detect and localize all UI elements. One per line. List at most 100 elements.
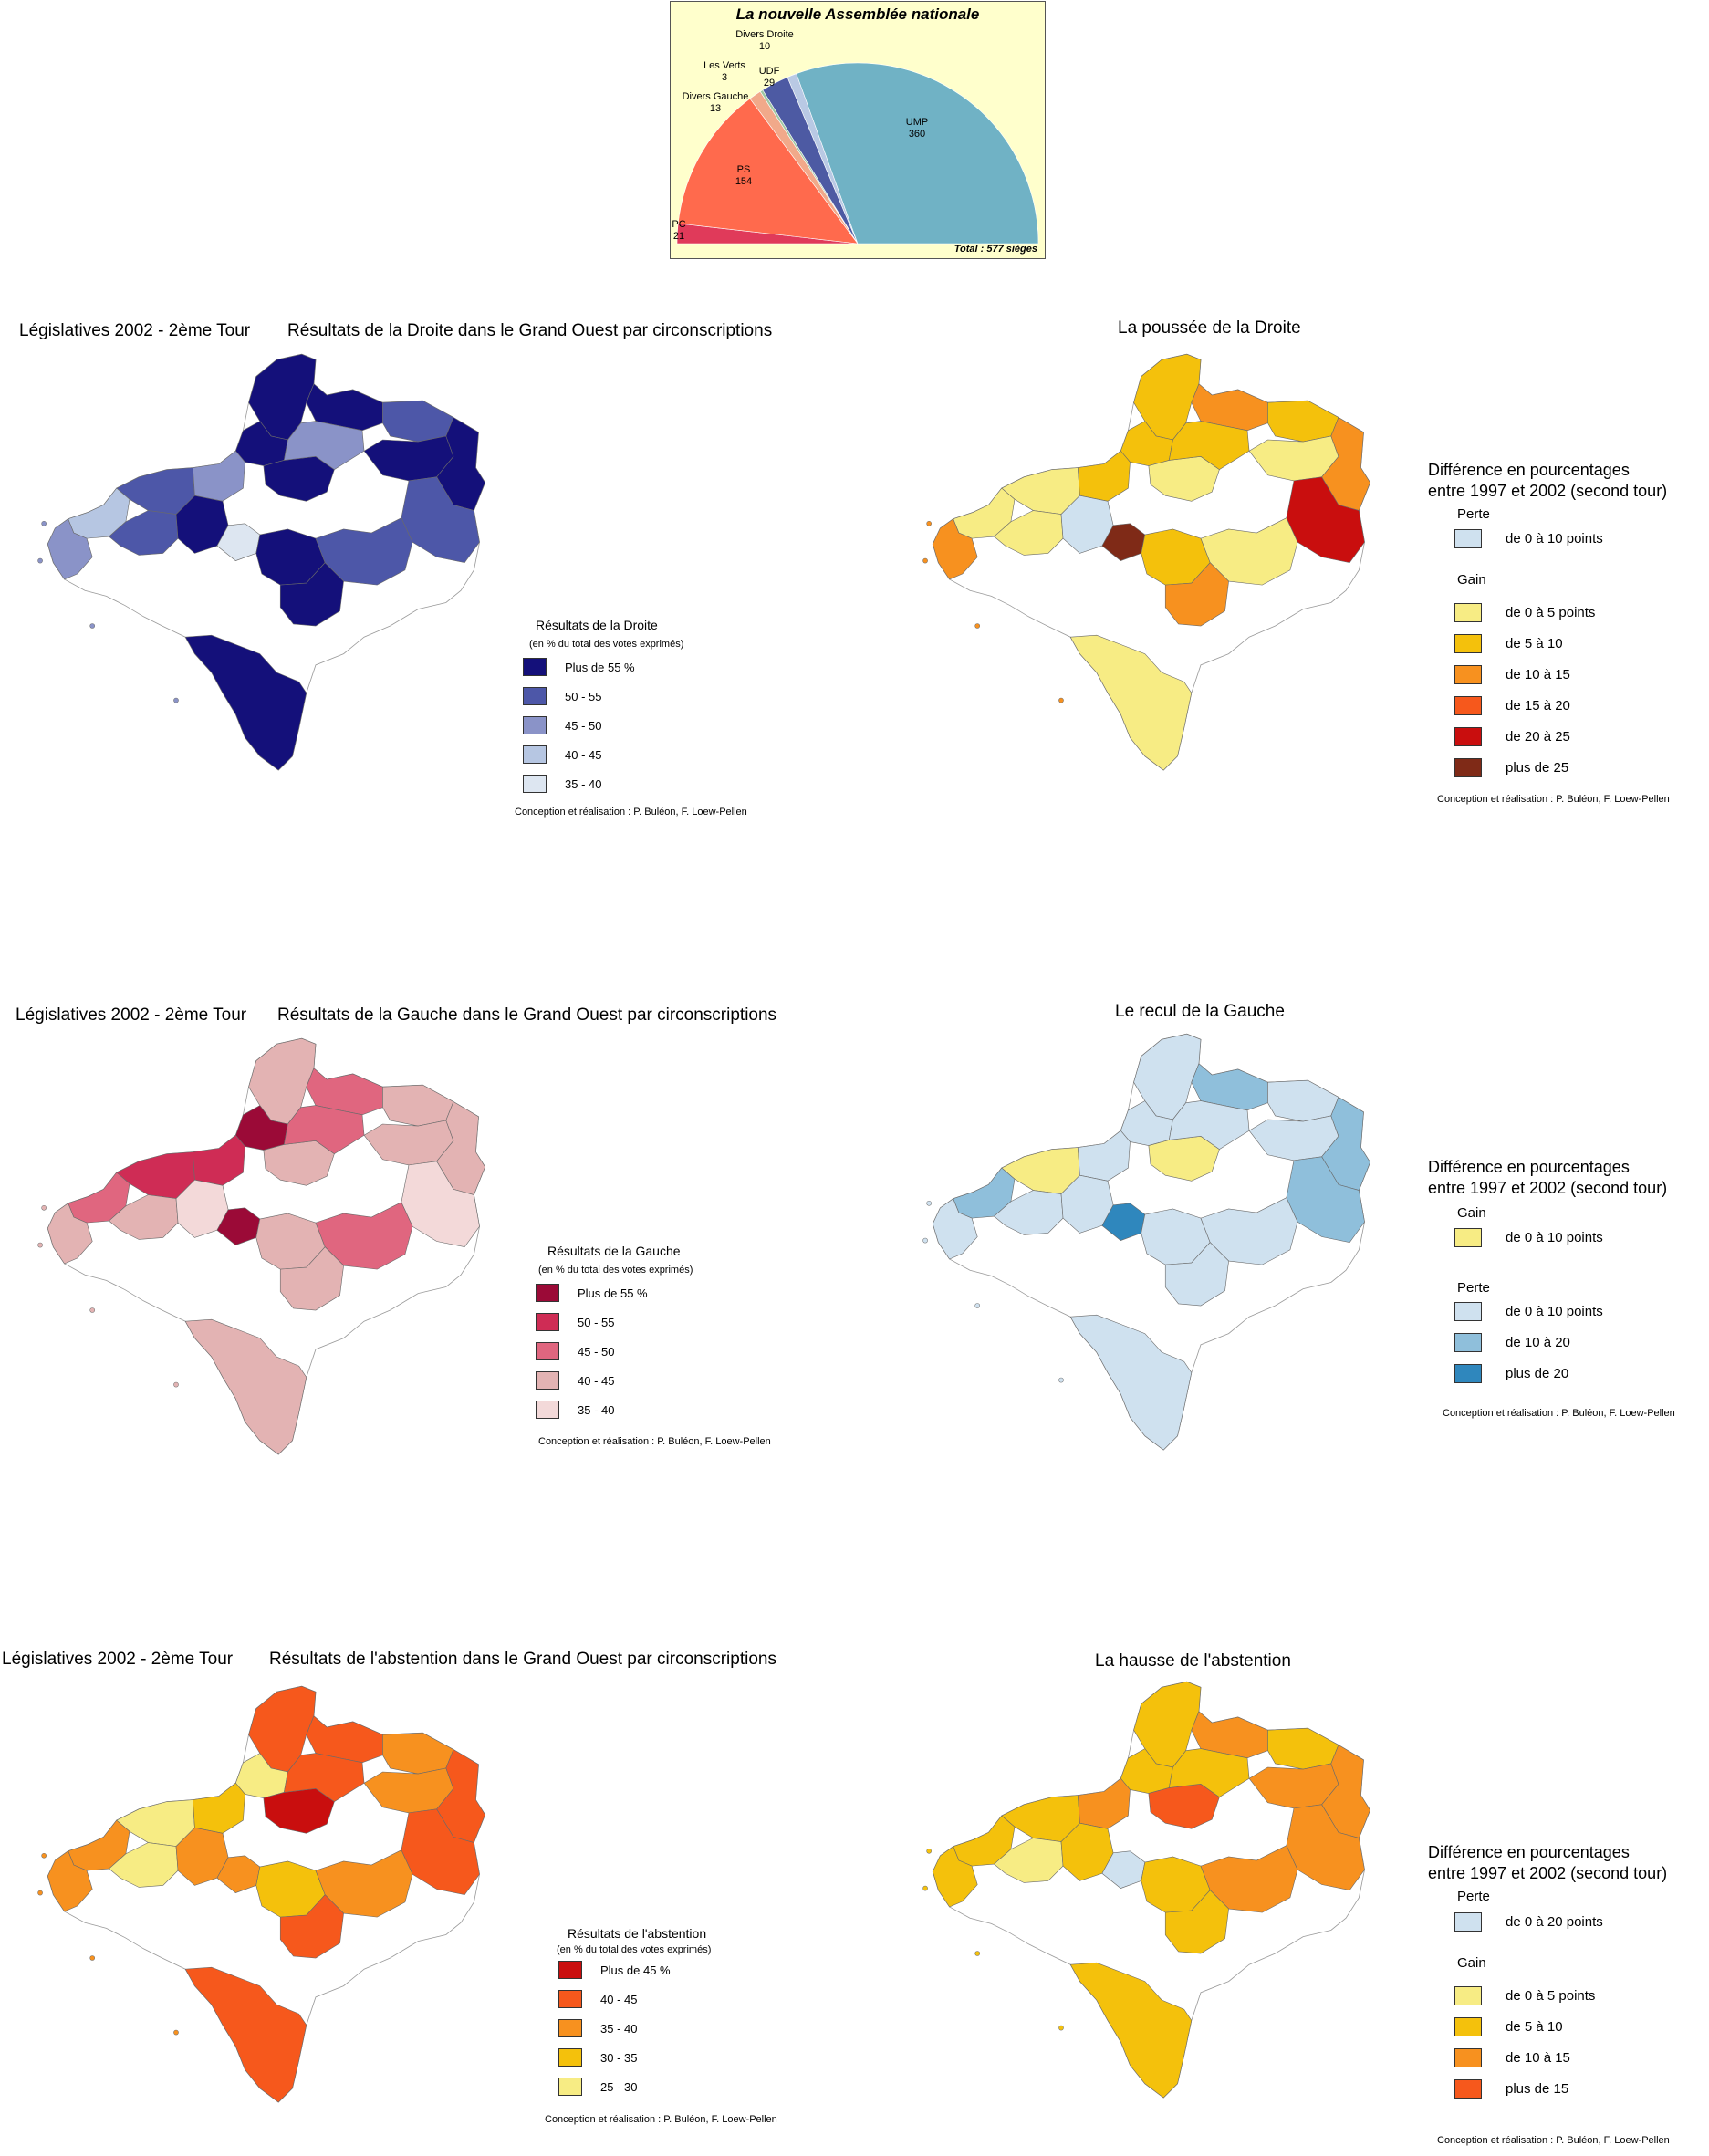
legend-swatch [536, 1342, 559, 1360]
legend-swatch [1454, 727, 1482, 746]
legend-item: de 20 à 25 [1454, 727, 1570, 746]
row3-right-group-2: Gain [1457, 1955, 1486, 1971]
legend-label: 35 - 40 [578, 1402, 615, 1417]
legend-item: Plus de 55 % [523, 658, 635, 676]
map-gauche [36, 1031, 529, 1469]
pie-label-pc: PC [672, 219, 686, 230]
legend-label: de 15 à 20 [1506, 698, 1570, 713]
legend-label: 45 - 50 [578, 1344, 615, 1359]
row3-left-credit: Conception et réalisation : P. Buléon, F… [545, 2114, 777, 2125]
island-shape [922, 1885, 928, 1891]
legend-item: 35 - 40 [536, 1401, 614, 1419]
island-shape [1058, 2025, 1064, 2031]
legend-swatch [1454, 603, 1482, 622]
constituency-shape [306, 383, 383, 432]
row1-right-title: La poussée de la Droite [1118, 318, 1301, 338]
island-shape [173, 2029, 179, 2036]
row1-right-credit: Conception et réalisation : P. Buléon, F… [1437, 794, 1670, 805]
legend-swatch [558, 2078, 582, 2096]
constituency-shape [47, 518, 93, 580]
legend-swatch [1454, 665, 1482, 684]
legend-item: 25 - 30 [558, 2078, 637, 2096]
legend-swatch [1454, 1986, 1482, 2005]
legend-label: plus de 20 [1506, 1366, 1569, 1381]
constituency-shape [1164, 1242, 1229, 1307]
row1-right-group-1: Perte [1457, 506, 1490, 522]
row3-right-credit: Conception et réalisation : P. Buléon, F… [1437, 2135, 1670, 2146]
legend-item: de 0 à 5 points [1454, 1986, 1595, 2005]
legend-item: 35 - 40 [523, 775, 601, 793]
constituency-shape [1168, 1748, 1250, 1798]
legend-swatch [1454, 2048, 1482, 2067]
island-shape [974, 1303, 981, 1308]
legend-label: de 10 à 20 [1506, 1335, 1570, 1350]
legend-label: de 10 à 15 [1506, 2050, 1570, 2066]
legend-swatch [1454, 529, 1482, 548]
constituency-shape [47, 1203, 93, 1265]
constituency-shape [1321, 1097, 1370, 1191]
legend-item: de 10 à 20 [1454, 1333, 1570, 1352]
island-shape [89, 1307, 96, 1313]
island-shape [926, 1200, 932, 1206]
legend-swatch [1454, 758, 1482, 777]
legend-label: plus de 25 [1506, 760, 1569, 776]
constituency-shape [1168, 1100, 1250, 1151]
legend-item: Plus de 45 % [558, 1961, 671, 1979]
constituency-shape [932, 1846, 978, 1908]
legend-swatch [558, 2019, 582, 2037]
legend-label: de 5 à 10 [1506, 2019, 1563, 2035]
pie-chart-title: La nouvelle Assemblée nationale [735, 5, 980, 23]
pie-label-divers-gauche: Divers Gauche [682, 91, 749, 102]
island-shape [37, 1242, 43, 1248]
island-shape [1058, 1377, 1064, 1383]
row2-left-title-b: Résultats de la Gauche dans le Grand Oue… [277, 1005, 777, 1025]
legend-item: de 10 à 15 [1454, 2048, 1570, 2067]
row2-left-title-a: Législatives 2002 - 2ème Tour [16, 1005, 247, 1025]
legend-item: 30 - 35 [558, 2048, 637, 2067]
legend-label: 25 - 30 [600, 2079, 638, 2094]
legend-label: plus de 15 [1506, 2081, 1569, 2097]
legend-swatch [536, 1401, 559, 1419]
legend-label: 50 - 55 [565, 689, 602, 703]
legend-item: de 5 à 10 [1454, 634, 1563, 653]
pie-value-divers-gauche: 13 [709, 103, 722, 114]
legend-item: de 0 à 5 points [1454, 603, 1595, 622]
pie-chart [676, 62, 1039, 245]
legend-swatch [558, 2048, 582, 2067]
constituency-shape [436, 417, 485, 511]
constituency-shape [184, 1966, 307, 2103]
constituency-shape [279, 562, 344, 627]
legend-label: de 0 à 5 points [1506, 605, 1596, 620]
legend-swatch [523, 687, 547, 705]
constituency-shape [248, 1037, 317, 1125]
island-shape [41, 1204, 47, 1211]
island-shape [926, 1848, 932, 1854]
constituency-shape [1267, 1727, 1339, 1770]
legend-item: de 5 à 10 [1454, 2017, 1563, 2036]
constituency-shape [1133, 1681, 1202, 1768]
constituency-shape [248, 353, 317, 441]
legend-swatch [1454, 2017, 1482, 2036]
constituency-shape [1133, 1033, 1202, 1120]
legend-label: 35 - 40 [600, 2021, 638, 2036]
island-shape [41, 520, 47, 526]
legend-item: 50 - 55 [523, 687, 601, 705]
legend-label: de 20 à 25 [1506, 729, 1570, 745]
pie-value-ump: 360 [908, 129, 926, 140]
row2-right-group-1: Gain [1457, 1205, 1486, 1221]
legend-label: de 0 à 20 points [1506, 1914, 1603, 1930]
island-shape [922, 557, 928, 564]
legend-swatch [523, 775, 547, 793]
constituency-shape [382, 400, 454, 443]
map-droite [36, 347, 529, 785]
map-abstention [36, 1679, 529, 2117]
legend-swatch [1454, 2079, 1482, 2099]
island-shape [173, 697, 179, 703]
legend-label: Plus de 55 % [565, 660, 635, 674]
map-poussee-droite [922, 347, 1414, 785]
pie-label-ump: UMP [905, 117, 929, 128]
legend-item: Plus de 55 % [536, 1284, 648, 1302]
row3-left-legend-sub: (en % du total des votes exprimés) [557, 1944, 712, 1955]
legend-label: 50 - 55 [578, 1315, 615, 1329]
map-hausse-abstention [922, 1674, 1414, 2112]
